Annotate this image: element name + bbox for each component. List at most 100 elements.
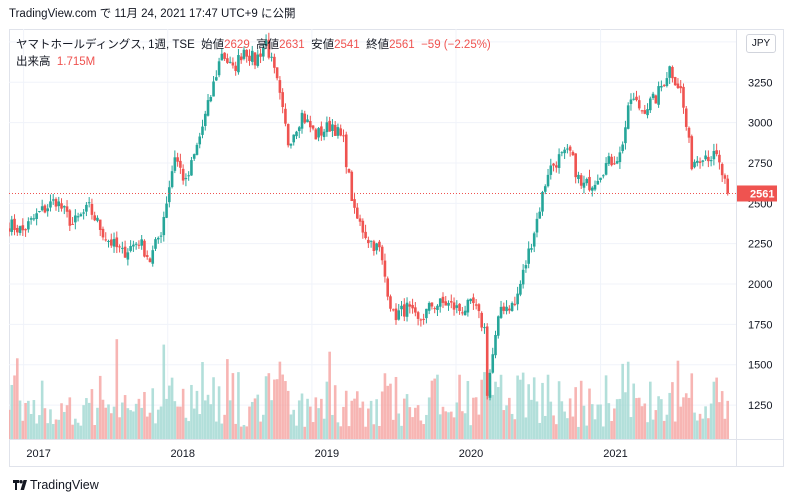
candle-body bbox=[209, 97, 213, 102]
volume-bar bbox=[651, 419, 655, 439]
volume-bar bbox=[715, 377, 718, 439]
volume-bar bbox=[560, 401, 564, 439]
candle-body bbox=[458, 303, 461, 311]
candle-body bbox=[411, 304, 414, 309]
brand-name: TradingView bbox=[30, 478, 99, 492]
chart-legend: ヤマトホールディングス, 1週, TSE 始値2629 高値2631 安値254… bbox=[16, 36, 491, 52]
candle-body bbox=[24, 229, 27, 231]
volume-bar bbox=[21, 420, 25, 439]
volume-bar bbox=[9, 409, 11, 439]
candle-body bbox=[156, 237, 160, 240]
volume-bar bbox=[358, 407, 362, 439]
candle-body bbox=[29, 218, 33, 220]
volume-bar bbox=[524, 417, 528, 439]
volume-bar bbox=[46, 423, 49, 439]
x-tick-label: 2017 bbox=[26, 448, 50, 460]
volume-bar bbox=[262, 414, 265, 439]
volume-bar bbox=[121, 402, 124, 439]
volume-bar bbox=[40, 380, 44, 439]
volume-bar bbox=[154, 423, 157, 439]
candle-body bbox=[649, 98, 652, 111]
volume-bar bbox=[626, 361, 630, 439]
volume-bar bbox=[707, 418, 710, 439]
currency-button[interactable]: JPY bbox=[746, 34, 776, 53]
candle-body bbox=[132, 244, 135, 247]
candle-body bbox=[342, 135, 345, 137]
tradingview-logo[interactable]: TradingView bbox=[13, 478, 99, 492]
volume-bar bbox=[98, 375, 102, 439]
volume-bar bbox=[87, 402, 91, 439]
candle-body bbox=[118, 246, 121, 248]
candle-body bbox=[192, 154, 196, 159]
volume-bar bbox=[693, 412, 696, 439]
volume-bar bbox=[687, 397, 691, 439]
volume-bar bbox=[344, 390, 348, 439]
price-chart[interactable]: 1250150017502000225025002750300032503500… bbox=[9, 29, 784, 467]
volume-bar bbox=[109, 413, 113, 439]
candle-body bbox=[328, 120, 331, 132]
volume-bar bbox=[649, 381, 652, 439]
volume-bar bbox=[557, 381, 561, 439]
volume-bar bbox=[201, 362, 204, 439]
volume-bar bbox=[411, 417, 414, 439]
candle-body bbox=[226, 58, 229, 63]
volume-bar bbox=[156, 409, 160, 439]
volume-bar bbox=[624, 392, 627, 439]
candle-body bbox=[264, 40, 268, 46]
volume-bar bbox=[101, 399, 105, 439]
volume-value: 1.715M bbox=[56, 56, 96, 68]
candle-body bbox=[76, 216, 80, 218]
volume-bar bbox=[15, 358, 19, 439]
candle-body bbox=[212, 81, 215, 97]
volume-bar bbox=[590, 404, 594, 439]
candle-body bbox=[372, 241, 376, 251]
volume-bar bbox=[684, 393, 688, 439]
volume-bar bbox=[134, 403, 138, 439]
volume-bar bbox=[320, 398, 323, 439]
candle-body bbox=[665, 78, 669, 86]
candle-body bbox=[309, 121, 312, 128]
volume-bar bbox=[527, 384, 530, 439]
volume-bar bbox=[215, 421, 218, 439]
candle-body bbox=[455, 305, 459, 308]
volume-bar bbox=[720, 391, 724, 439]
candle-body bbox=[32, 218, 36, 220]
candle-body bbox=[195, 144, 199, 155]
candle-body bbox=[43, 205, 47, 213]
volume-bar bbox=[306, 398, 309, 439]
candle-body bbox=[389, 296, 392, 309]
candle-body bbox=[286, 124, 290, 146]
candle-body bbox=[718, 154, 721, 163]
volume-bar bbox=[530, 399, 533, 439]
candle-body bbox=[679, 86, 683, 89]
volume-bar bbox=[203, 400, 207, 439]
volume-bar bbox=[223, 414, 226, 439]
candle-body bbox=[38, 211, 41, 213]
candle-body bbox=[367, 239, 370, 244]
candle-body bbox=[159, 235, 163, 237]
candle-body bbox=[179, 160, 182, 168]
volume-bar bbox=[10, 384, 14, 439]
volume-bar bbox=[104, 407, 108, 439]
candle-body bbox=[297, 127, 301, 132]
candle-body bbox=[488, 372, 492, 398]
candle-body bbox=[353, 199, 356, 208]
volume-bar bbox=[234, 423, 237, 439]
volume-bar bbox=[505, 405, 508, 439]
volume-bar bbox=[132, 411, 135, 439]
candle-body bbox=[560, 152, 564, 154]
candle-body bbox=[54, 198, 58, 207]
candle-body bbox=[289, 143, 293, 146]
y-tick-label: 2000 bbox=[748, 279, 772, 291]
candle-body bbox=[270, 56, 273, 58]
candle-body bbox=[635, 96, 638, 101]
volume-bar bbox=[704, 406, 707, 439]
candle-body bbox=[477, 304, 481, 312]
candle-body bbox=[65, 206, 69, 212]
candle-body bbox=[693, 161, 696, 168]
volume-bar bbox=[657, 396, 660, 439]
candle-body bbox=[436, 305, 439, 310]
volume-bar bbox=[585, 425, 589, 439]
candle-body bbox=[98, 219, 102, 230]
volume-bar bbox=[566, 418, 569, 439]
